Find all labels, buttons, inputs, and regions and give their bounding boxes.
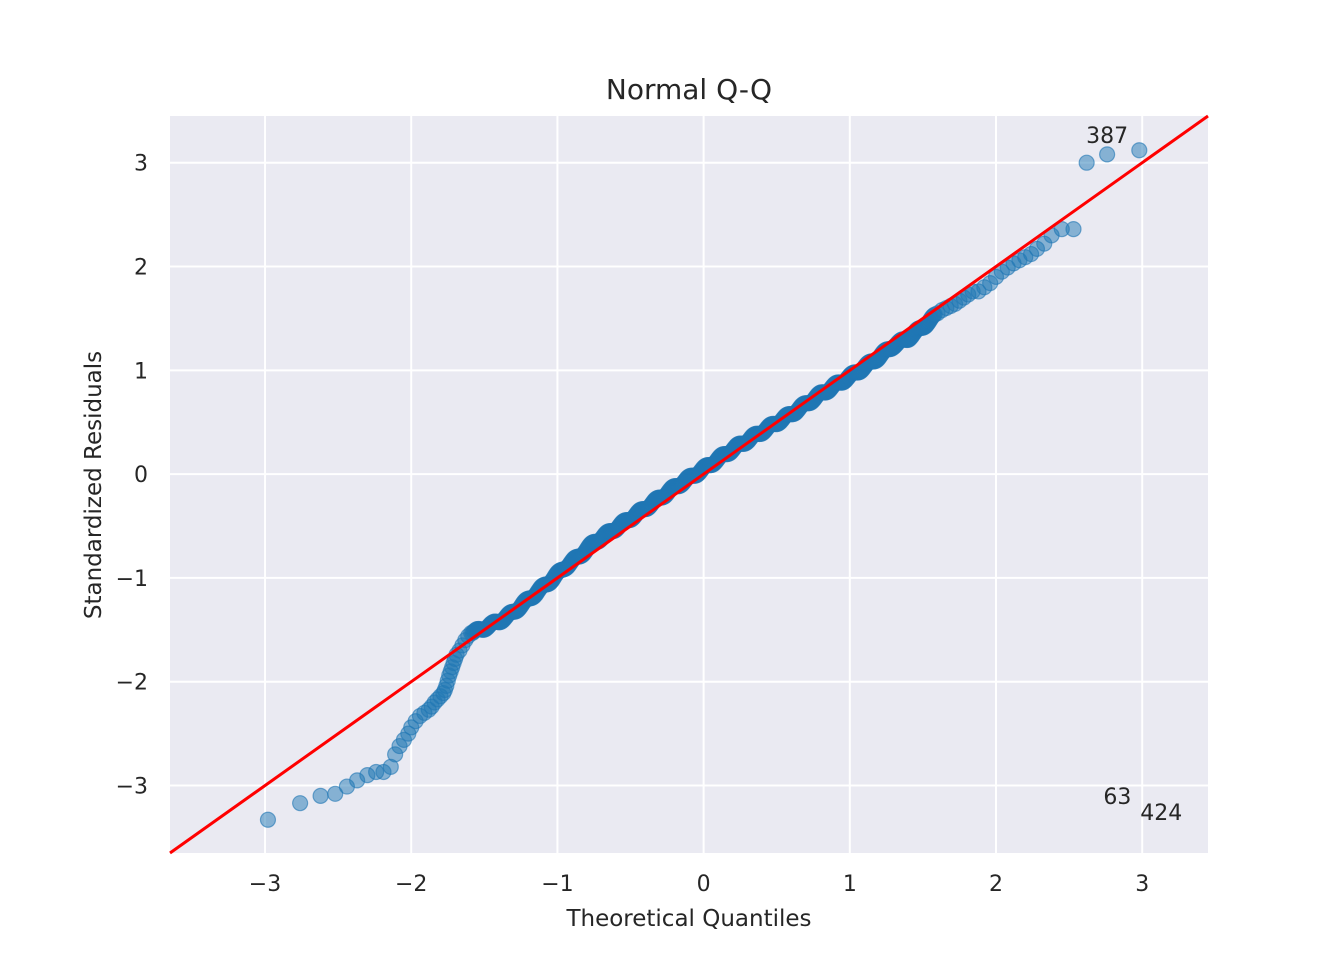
y-tick-label: 1 bbox=[134, 359, 148, 384]
x-tick-label: −2 bbox=[395, 872, 427, 897]
y-axis-label: Standardized Residuals bbox=[81, 351, 107, 619]
reference-line-group bbox=[169, 114, 1209, 855]
x-tick-label: 0 bbox=[697, 872, 711, 897]
data-point bbox=[312, 787, 329, 805]
y-tick-labels: −3 −2 −1 0 1 2 3 bbox=[116, 152, 148, 800]
chart-title: Normal Q-Q bbox=[606, 73, 772, 106]
x-tick-label: −1 bbox=[541, 872, 573, 897]
data-point bbox=[292, 795, 309, 812]
data-point bbox=[327, 785, 344, 802]
x-tick-label: −3 bbox=[249, 872, 281, 897]
y-tick-label: −2 bbox=[116, 671, 148, 696]
x-tick-labels: −3 −2 −1 0 1 2 3 bbox=[249, 872, 1149, 897]
outlier-annotations: 387 63 424 bbox=[1086, 124, 1182, 826]
reference-line bbox=[169, 114, 1209, 855]
outlier-label: 387 bbox=[1086, 124, 1128, 149]
x-tick-label: 2 bbox=[989, 872, 1003, 897]
x-axis-label: Theoretical Quantiles bbox=[565, 906, 811, 932]
y-tick-label: 0 bbox=[134, 463, 148, 488]
data-point bbox=[1065, 221, 1082, 238]
x-tick-label: 3 bbox=[1135, 872, 1149, 897]
x-tick-label: 1 bbox=[843, 872, 857, 897]
data-point bbox=[1099, 146, 1116, 163]
y-tick-label: −3 bbox=[116, 775, 148, 800]
y-tick-label: −1 bbox=[116, 567, 148, 592]
outlier-label: 63 bbox=[1103, 785, 1131, 810]
data-point bbox=[1131, 142, 1148, 159]
outlier-label: 424 bbox=[1140, 801, 1182, 826]
y-tick-label: 2 bbox=[134, 256, 148, 281]
data-point bbox=[259, 811, 277, 828]
data-point bbox=[1078, 154, 1095, 171]
y-tick-label: 3 bbox=[134, 152, 148, 177]
